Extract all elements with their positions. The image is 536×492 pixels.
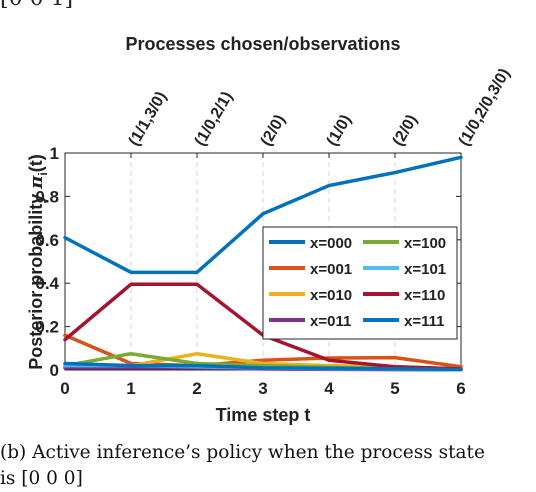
y-tick-label-1: 0.2 bbox=[35, 318, 59, 337]
y-tick-labels: 0 0.2 0.4 0.6 0.8 1 bbox=[35, 144, 59, 380]
top-text-fragment: [0 0 1] bbox=[0, 0, 73, 11]
x-tick-label-2: 2 bbox=[192, 379, 201, 398]
legend: x=000 x=001 x=010 x=011 x=100 x=101 x=110 x=111 bbox=[262, 226, 458, 340]
y-axis-label: Posterior probability πi(t) bbox=[26, 154, 50, 370]
series-line-x=001 bbox=[63, 333, 463, 369]
legend-label-x=101: x=101 bbox=[404, 261, 446, 278]
top-tick-label-1: (1/0,2/1) bbox=[192, 89, 237, 149]
x-tick-label-4: 4 bbox=[324, 379, 334, 398]
x-tick-label-6: 6 bbox=[456, 379, 465, 398]
top-tick-label-5: (1/0,2/0,3/0) bbox=[456, 66, 514, 149]
x-tick-label-0: 0 bbox=[60, 379, 69, 398]
legend-label-x=110: x=110 bbox=[404, 287, 445, 304]
x-tick-label-5: 5 bbox=[390, 379, 399, 398]
x-tick-labels: 0 1 2 3 4 5 6 bbox=[60, 379, 465, 398]
caption-line-1: (b) Active inference’s policy when the p… bbox=[0, 442, 485, 463]
legend-label-x=001: x=001 bbox=[310, 261, 352, 278]
y-tick-label-4: 0.8 bbox=[35, 187, 59, 206]
top-tick-label-0: (1/1,3/0) bbox=[126, 89, 171, 149]
y-axis-label-symbol: π bbox=[26, 175, 47, 190]
y-tick-label-0: 0 bbox=[50, 361, 59, 380]
y-axis-label-main: Posterior probability bbox=[26, 189, 46, 370]
figure-caption: (b) Active inference’s policy when the p… bbox=[0, 440, 536, 492]
top-tick-label-4: (2/0) bbox=[390, 112, 421, 149]
legend-label-x=011: x=011 bbox=[310, 313, 351, 330]
x-tick-label-1: 1 bbox=[126, 379, 135, 398]
legend-label-x=000: x=000 bbox=[310, 235, 352, 252]
chart: Processes chosen/observations (1/1,3/0)(… bbox=[26, 34, 514, 425]
legend-label-x=010: x=010 bbox=[310, 287, 352, 304]
top-tick-label-3: (1/0) bbox=[324, 112, 355, 149]
chart-title: Processes chosen/observations bbox=[125, 34, 400, 54]
series-line-x=000 bbox=[63, 155, 463, 275]
legend-label-x=111: x=111 bbox=[404, 313, 444, 330]
caption-line-2: is [0 0 0] bbox=[0, 468, 83, 489]
y-tick-label-5: 1 bbox=[50, 144, 59, 163]
legend-label-x=100: x=100 bbox=[404, 235, 446, 252]
x-axis-label: Time step t bbox=[216, 405, 311, 425]
y-axis-label-suffix: (t) bbox=[26, 154, 46, 172]
x-tick-label-3: 3 bbox=[258, 379, 267, 398]
y-axis-label-subscript: i bbox=[36, 172, 50, 175]
series-line-x=111 bbox=[63, 361, 463, 372]
top-tick-label-2: (2/0) bbox=[258, 112, 289, 149]
top-tick-labels: (1/1,3/0) (1/0,2/1) (2/0) (1/0) (2/0) (1/0,2/… bbox=[126, 66, 514, 149]
y-tick-label-3: 0.6 bbox=[35, 231, 59, 250]
y-tick-label-2: 0.4 bbox=[35, 274, 59, 293]
